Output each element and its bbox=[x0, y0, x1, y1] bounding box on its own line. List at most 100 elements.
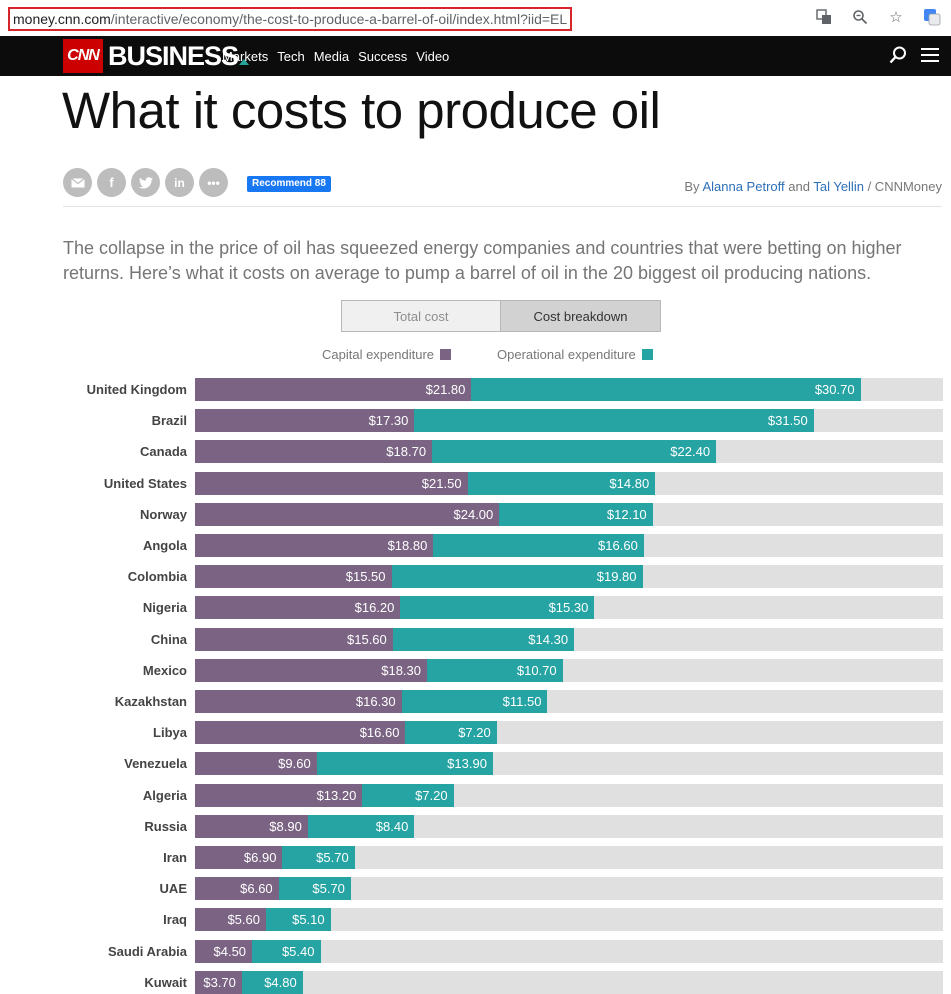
business-brand[interactable]: BUSINESS bbox=[108, 40, 250, 72]
capital-bar: $18.30 bbox=[195, 658, 427, 682]
address-bar[interactable]: money.cnn.com/interactive/economy/the-co… bbox=[8, 7, 573, 31]
capital-bar: $4.50 bbox=[195, 939, 253, 963]
country-label: Venezuela bbox=[124, 756, 187, 772]
operational-bar: $5.40 bbox=[252, 939, 321, 963]
brand-triangle-icon bbox=[239, 59, 250, 65]
email-share-icon[interactable] bbox=[63, 168, 92, 197]
country-label: Brazil bbox=[151, 413, 187, 429]
linkedin-share-icon[interactable]: in bbox=[165, 168, 194, 197]
translate-icon[interactable] bbox=[813, 6, 835, 28]
twitter-share-icon[interactable] bbox=[131, 168, 160, 197]
byline-prefix: By bbox=[684, 179, 700, 194]
chart-row: Kuwait $3.70 $4.80 bbox=[0, 970, 951, 994]
country-label: UAE bbox=[159, 881, 187, 897]
nav-links: Markets Tech Media Success Video bbox=[222, 36, 449, 76]
operational-bar: $10.70 bbox=[427, 658, 563, 682]
operational-bar: $11.50 bbox=[401, 690, 548, 713]
capital-bar: $3.70 bbox=[195, 970, 242, 994]
cnn-logo[interactable]: CNN bbox=[63, 39, 103, 73]
country-label: Iran bbox=[163, 850, 187, 865]
capital-bar: $21.50 bbox=[195, 471, 468, 495]
country-label: Iraq bbox=[163, 912, 187, 928]
brand-text: BUSINESS bbox=[108, 41, 239, 71]
country-label: Colombia bbox=[127, 569, 187, 585]
nav-link-success[interactable]: Success bbox=[358, 48, 408, 64]
country-label: United States bbox=[103, 475, 187, 491]
chart-row: Nigeria $16.20 $15.30 bbox=[0, 596, 951, 620]
more-share-icon[interactable]: ••• bbox=[199, 168, 228, 197]
author-link-1[interactable]: Alanna Petroff bbox=[702, 179, 785, 194]
bookmark-star-icon[interactable]: ☆ bbox=[889, 9, 903, 26]
nav-link-tech[interactable]: Tech bbox=[277, 48, 305, 64]
operational-bar: $5.10 bbox=[265, 908, 331, 932]
chart-row: Saudi Arabia $4.50 $5.40 bbox=[0, 939, 951, 963]
chart-row: UAE $6.60 $5.70 bbox=[0, 877, 951, 901]
share-buttons: f in ••• bbox=[63, 168, 228, 197]
capital-bar: $8.90 bbox=[195, 814, 308, 838]
operational-bar: $8.40 bbox=[307, 814, 415, 838]
chart-row: Kazakhstan $16.30 $11.50 bbox=[0, 690, 951, 713]
page-title: What it costs to produce oil bbox=[62, 82, 661, 139]
country-label: United Kingdom bbox=[86, 382, 187, 397]
bar-track: $16.60 $7.20 bbox=[195, 721, 943, 745]
capital-bar: $17.30 bbox=[195, 409, 415, 433]
country-label: Libya bbox=[153, 725, 187, 741]
nav-link-markets[interactable]: Markets bbox=[222, 48, 269, 64]
chart-row: Colombia $15.50 $19.80 bbox=[0, 565, 951, 589]
search-icon[interactable] bbox=[889, 46, 907, 69]
capital-bar: $15.60 bbox=[195, 627, 393, 651]
byline-suffix: / CNNMoney bbox=[867, 179, 942, 194]
chart-row: Norway $24.00 $12.10 bbox=[0, 502, 951, 526]
operational-bar: $7.20 bbox=[405, 721, 497, 745]
cost-breakdown-button[interactable]: Cost breakdown bbox=[501, 300, 661, 332]
country-label: Canada bbox=[140, 444, 187, 460]
chart-row: Canada $18.70 $22.40 bbox=[0, 440, 951, 464]
capital-bar: $16.20 bbox=[195, 596, 401, 620]
legend-operational-swatch bbox=[641, 349, 653, 360]
operational-bar: $16.60 bbox=[433, 534, 644, 557]
chart-row: Mexico $18.30 $10.70 bbox=[0, 658, 951, 682]
capital-bar: $6.90 bbox=[195, 846, 283, 869]
chart-row: Venezuela $9.60 $13.90 bbox=[0, 752, 951, 776]
google-translate-extension-icon[interactable] bbox=[921, 6, 943, 28]
operational-bar: $31.50 bbox=[414, 409, 814, 433]
bar-track: $18.30 $10.70 bbox=[195, 658, 943, 682]
facebook-share-icon[interactable]: f bbox=[97, 168, 126, 197]
chart-row: Libya $16.60 $7.20 bbox=[0, 721, 951, 745]
author-link-2[interactable]: Tal Yellin bbox=[813, 179, 864, 194]
zoom-icon[interactable] bbox=[849, 6, 871, 28]
facebook-recommend-button[interactable]: Recommend 88 bbox=[247, 176, 331, 192]
operational-bar: $5.70 bbox=[282, 846, 355, 869]
chart-row: Angola $18.80 $16.60 bbox=[0, 534, 951, 557]
hamburger-menu-icon[interactable] bbox=[921, 48, 939, 66]
chart-row: Russia $8.90 $8.40 bbox=[0, 814, 951, 838]
country-label: Norway bbox=[140, 506, 187, 522]
site-nav: CNN BUSINESS Markets Tech Media Success … bbox=[0, 36, 951, 76]
bar-track: $24.00 $12.10 bbox=[195, 502, 943, 526]
bar-track: $18.70 $22.40 bbox=[195, 440, 943, 464]
nav-link-video[interactable]: Video bbox=[416, 48, 450, 64]
bar-track: $3.70 $4.80 bbox=[195, 970, 943, 994]
bar-track: $16.30 $11.50 bbox=[195, 690, 943, 713]
capital-bar: $18.70 bbox=[195, 440, 433, 464]
chart-legend: Capital expenditure Operational expendit… bbox=[322, 347, 653, 362]
capital-bar: $15.50 bbox=[195, 565, 392, 589]
capital-bar: $16.60 bbox=[195, 721, 406, 745]
recommend-label: Recommend 88 bbox=[252, 178, 326, 189]
bar-track: $8.90 $8.40 bbox=[195, 814, 943, 838]
country-label: Angola bbox=[142, 538, 187, 553]
operational-bar: $15.30 bbox=[400, 596, 595, 620]
chart-row: Algeria $13.20 $7.20 bbox=[0, 783, 951, 807]
byline: By Alanna Petroff and Tal Yellin / CNNMo… bbox=[684, 179, 942, 194]
total-cost-button[interactable]: Total cost bbox=[341, 300, 501, 332]
capital-bar: $24.00 bbox=[195, 502, 500, 526]
operational-bar: $5.70 bbox=[278, 877, 351, 901]
bar-track: $5.60 $5.10 bbox=[195, 908, 943, 932]
nav-link-media[interactable]: Media bbox=[313, 48, 350, 64]
legend-capital-label: Capital expenditure bbox=[322, 347, 435, 362]
bar-track: $9.60 $13.90 bbox=[195, 752, 943, 776]
url-path: /interactive/economy/the-cost-to-produce… bbox=[110, 11, 568, 27]
capital-bar: $16.30 bbox=[195, 690, 402, 713]
chart-row: United States $21.50 $14.80 bbox=[0, 471, 951, 495]
byline-and: and bbox=[788, 179, 810, 194]
